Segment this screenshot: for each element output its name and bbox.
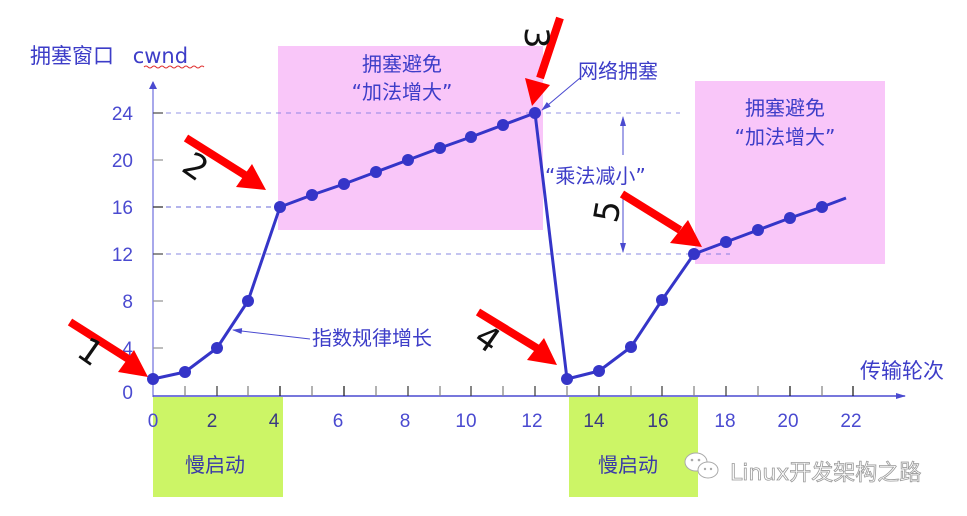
slow-start-region-2 bbox=[569, 397, 698, 497]
y-tick-8: 8 bbox=[122, 292, 133, 313]
ss1-label: 慢启动 bbox=[185, 453, 245, 477]
x-tick-22: 22 bbox=[840, 411, 861, 432]
y-axis: 24 20 16 12 8 4 0 bbox=[112, 81, 163, 404]
y-tick-4: 4 bbox=[122, 339, 133, 360]
red-arrow-2 bbox=[183, 134, 266, 190]
x-tick-6: 6 bbox=[333, 411, 344, 432]
y-axis-title: 拥塞窗口 cwnd bbox=[30, 44, 188, 68]
y-tick-0: 0 bbox=[122, 383, 133, 404]
x-tick-20: 20 bbox=[777, 411, 798, 432]
red-arrow-5 bbox=[619, 190, 702, 247]
ca2-label-line2: “加法增大” bbox=[735, 125, 836, 149]
marker-3: 3 bbox=[516, 27, 556, 49]
x-axis-title: 传输轮次 bbox=[860, 359, 944, 383]
reference-lines bbox=[156, 112, 730, 255]
x-tick-8: 8 bbox=[400, 411, 411, 432]
congestion-pointer bbox=[541, 77, 581, 111]
ca2-label-line1: 拥塞避免 bbox=[745, 96, 825, 120]
x-axis: 0 2 4 6 8 10 12 14 16 18 20 22 bbox=[148, 386, 906, 432]
congestion-avoidance-region-1 bbox=[278, 46, 543, 230]
red-arrow-1 bbox=[67, 318, 148, 377]
congestion-label: 网络拥塞 bbox=[578, 59, 658, 83]
x-tick-12: 12 bbox=[521, 411, 542, 432]
x-tick-16: 16 bbox=[647, 411, 668, 432]
ss2-label: 慢启动 bbox=[598, 453, 658, 477]
exp-growth-pointer bbox=[232, 328, 311, 340]
red-arrow-3 bbox=[525, 16, 564, 106]
ca1-label-line2: “加法增大” bbox=[352, 80, 453, 104]
spellcheck-squiggle bbox=[143, 65, 205, 69]
x-tick-4: 4 bbox=[269, 411, 280, 432]
mult-decrease-label: “乘法减小” bbox=[545, 164, 646, 188]
y-tick-16: 16 bbox=[112, 198, 133, 219]
red-arrow-4 bbox=[475, 308, 557, 365]
y-tick-20: 20 bbox=[112, 151, 133, 172]
exp-growth-label: 指数规律增长 bbox=[312, 326, 432, 350]
ca1-label-line1: 拥塞避免 bbox=[362, 52, 442, 76]
y-tick-24: 24 bbox=[112, 104, 134, 125]
x-tick-18: 18 bbox=[714, 411, 735, 432]
data-points bbox=[147, 107, 828, 385]
wechat-icon bbox=[684, 452, 719, 479]
slow-start-region-1 bbox=[153, 397, 283, 497]
x-tick-0: 0 bbox=[148, 411, 159, 432]
x-tick-10: 10 bbox=[455, 411, 476, 432]
marker-1: 1 bbox=[70, 330, 111, 375]
y-tick-12: 12 bbox=[112, 245, 133, 266]
x-tick-14: 14 bbox=[583, 411, 605, 432]
watermark-text: Linux开发架构之路 bbox=[730, 461, 921, 486]
y-axis-title-cn: 拥塞窗口 bbox=[30, 44, 114, 68]
y-axis-title-en: cwnd bbox=[133, 44, 188, 68]
congestion-avoidance-region-2 bbox=[695, 81, 885, 264]
x-tick-2: 2 bbox=[207, 411, 218, 432]
